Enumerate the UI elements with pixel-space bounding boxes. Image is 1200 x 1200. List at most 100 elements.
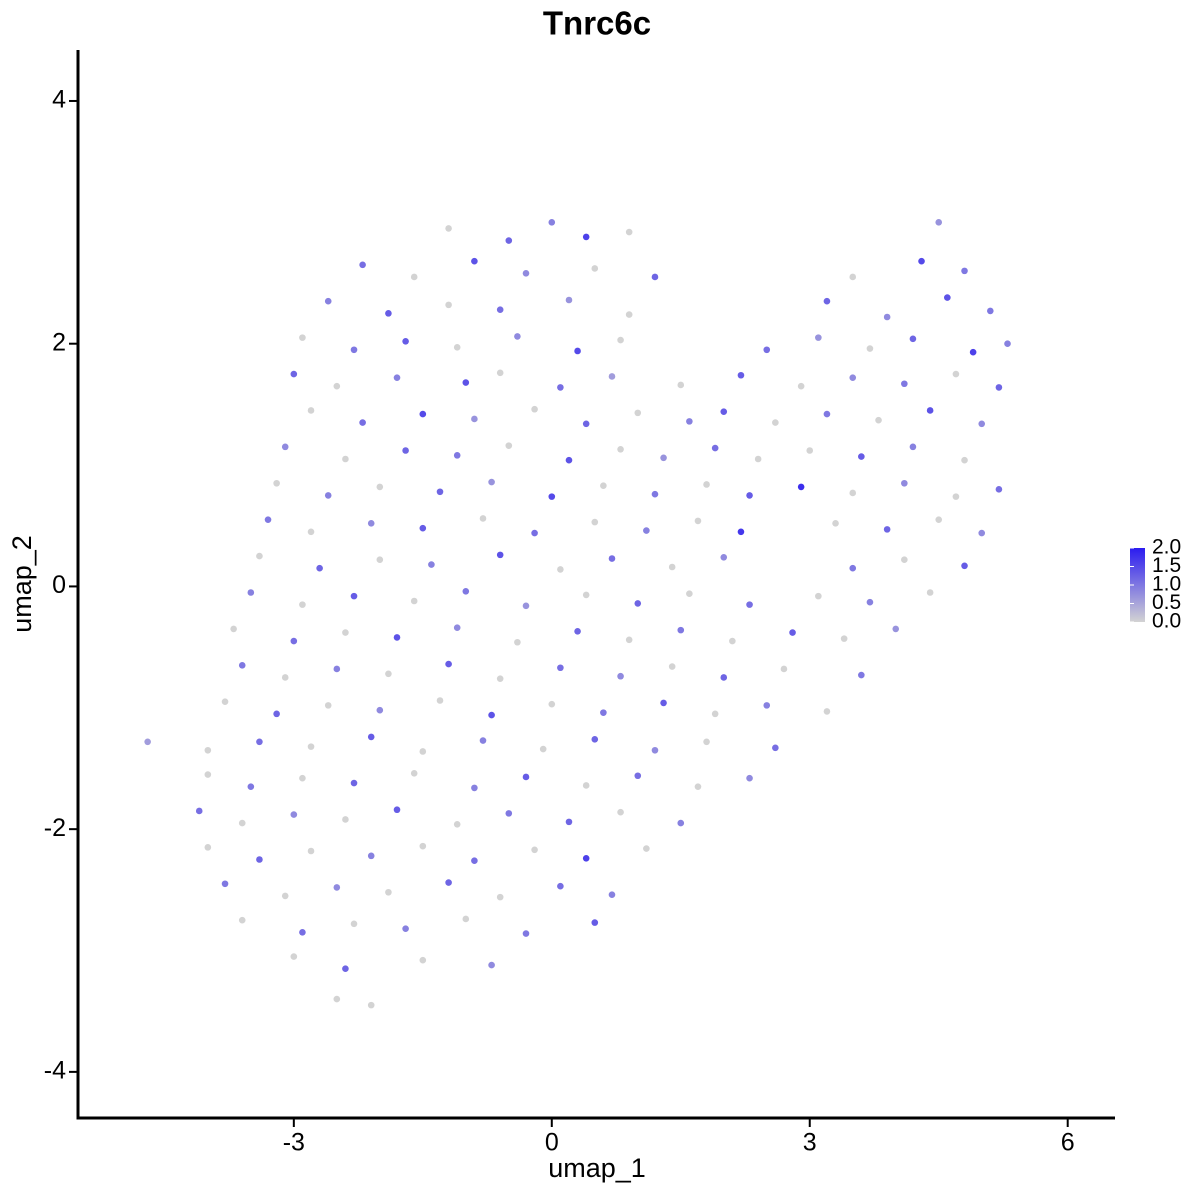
point: [385, 310, 392, 317]
point: [496, 306, 504, 314]
point: [402, 447, 409, 454]
point: [462, 379, 470, 386]
point: [901, 380, 908, 388]
point: [797, 382, 805, 390]
point: [462, 587, 470, 595]
point: [926, 589, 934, 596]
y-tick-label: 0: [52, 571, 66, 599]
point: [565, 818, 573, 826]
point: [677, 381, 685, 389]
point: [445, 301, 452, 309]
point: [410, 770, 418, 777]
point: [574, 347, 581, 355]
point: [471, 857, 478, 865]
point: [858, 671, 865, 679]
point: [995, 486, 1003, 493]
colorbar-tick-label: 1.0: [1152, 573, 1181, 596]
point: [832, 520, 839, 527]
point: [686, 590, 693, 598]
point: [471, 784, 478, 792]
point: [479, 737, 487, 744]
point: [737, 528, 745, 536]
colorbar-tick-label: 0.0: [1152, 610, 1181, 633]
point: [333, 382, 341, 390]
point: [144, 738, 151, 746]
point: [342, 965, 349, 973]
point: [651, 746, 659, 754]
point: [221, 698, 229, 706]
point: [445, 879, 452, 886]
point: [617, 445, 624, 453]
point: [548, 493, 556, 500]
y-axis-label: umap_2: [7, 535, 37, 633]
point: [453, 624, 461, 631]
point: [625, 311, 633, 318]
point: [737, 371, 745, 379]
point: [471, 415, 478, 423]
y-tick-label: 2: [52, 328, 66, 356]
point: [436, 488, 444, 496]
point: [453, 452, 461, 459]
point: [883, 526, 891, 533]
point: [591, 736, 599, 743]
point: [462, 915, 470, 923]
point: [367, 1001, 375, 1009]
point: [445, 225, 452, 232]
point: [324, 492, 332, 499]
point: [393, 634, 401, 641]
point: [961, 562, 968, 570]
x-tick-label: 0: [545, 1129, 559, 1157]
point: [496, 369, 504, 377]
point: [711, 710, 719, 718]
point: [866, 598, 874, 606]
point: [281, 443, 289, 451]
point: [565, 456, 573, 464]
point: [367, 733, 375, 741]
point: [522, 270, 530, 277]
point: [901, 479, 908, 487]
point: [316, 564, 323, 572]
point: [342, 816, 349, 823]
point: [711, 444, 719, 452]
point: [488, 478, 495, 486]
point: [247, 589, 255, 596]
point: [591, 919, 599, 926]
point: [866, 345, 874, 352]
point: [479, 515, 487, 522]
point: [875, 416, 882, 424]
point: [367, 520, 375, 527]
point: [858, 453, 865, 460]
point: [230, 625, 237, 633]
point: [660, 454, 667, 462]
point: [350, 592, 358, 600]
point: [617, 672, 624, 680]
point: [634, 409, 642, 417]
point: [625, 636, 633, 644]
point: [625, 228, 633, 236]
point: [376, 483, 384, 491]
point: [195, 807, 203, 815]
point: [505, 810, 513, 817]
x-axis-label: umap_1: [548, 1153, 646, 1183]
point: [307, 743, 315, 750]
point: [496, 675, 504, 682]
point: [238, 819, 246, 827]
point: [840, 635, 848, 642]
point: [668, 563, 676, 571]
point: [299, 774, 306, 782]
point: [729, 637, 736, 645]
point: [660, 699, 667, 707]
point: [952, 493, 960, 500]
point: [342, 629, 349, 636]
point: [591, 265, 599, 272]
point: [238, 916, 246, 924]
point: [531, 529, 538, 537]
point: [823, 297, 831, 305]
point: [531, 846, 538, 854]
point: [238, 662, 246, 669]
point: [720, 408, 728, 415]
point: [539, 745, 547, 753]
point: [600, 482, 607, 489]
point: [385, 670, 392, 678]
point: [256, 552, 263, 560]
